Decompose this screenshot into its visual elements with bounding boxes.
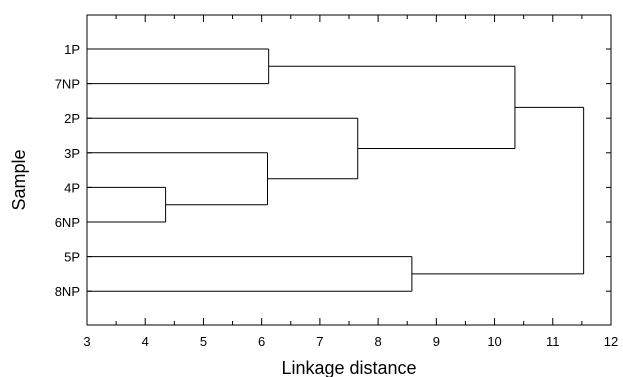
x-axis-tick-labels: 3 4 5 6 7 8 9 10 11 12	[83, 334, 618, 349]
x-tick-label: 9	[433, 334, 440, 349]
y-axis-title: Sample	[9, 149, 29, 210]
x-tick-label: 6	[258, 334, 265, 349]
leaf-labels: 1P 7NP 2P 3P 4P 6NP 5P 8NP	[55, 42, 80, 299]
x-tick-label: 11	[546, 334, 560, 349]
x-tick-label: 10	[487, 334, 501, 349]
leaf-label: 2P	[64, 111, 80, 126]
leaf-label: 3P	[64, 146, 80, 161]
plot-frame	[86, 14, 612, 326]
x-tick-label: 3	[83, 334, 90, 349]
x-axis-title: Linkage distance	[281, 358, 416, 377]
leaf-label: 8NP	[55, 284, 80, 299]
x-tick-label: 12	[604, 334, 618, 349]
x-tick-label: 5	[200, 334, 207, 349]
leaf-label: 4P	[64, 180, 80, 195]
leaf-label: 5P	[64, 250, 80, 265]
leaf-label: 6NP	[55, 215, 80, 230]
dendrogram-links	[87, 48, 585, 292]
leaf-label: 1P	[64, 42, 80, 57]
x-tick-label: 7	[316, 334, 323, 349]
x-axis-ticks	[86, 15, 612, 325]
x-tick-label: 8	[374, 334, 381, 349]
x-tick-label: 4	[142, 334, 149, 349]
y-axis-ticks	[87, 48, 611, 292]
leaf-label: 7NP	[55, 77, 80, 92]
